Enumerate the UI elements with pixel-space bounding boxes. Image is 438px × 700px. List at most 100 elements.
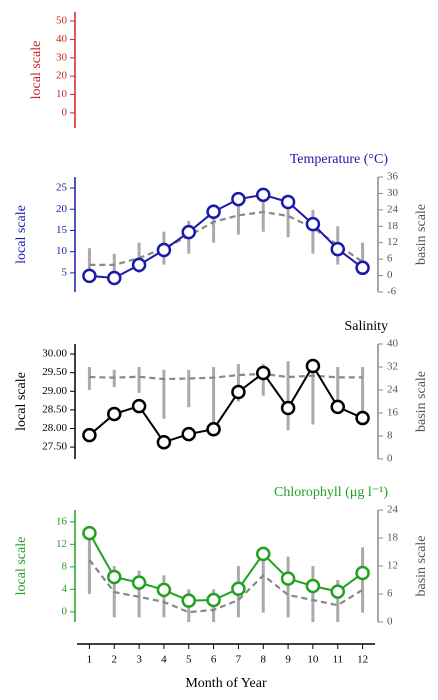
y-tick-label: 28.50	[42, 403, 67, 415]
y-tick-label: 20	[56, 203, 68, 215]
point	[107, 569, 122, 585]
y-tick-label: 10	[56, 245, 68, 257]
x-tick-label: 8	[261, 654, 267, 666]
point	[231, 384, 246, 400]
y2-tick-label: 12	[387, 560, 398, 572]
point	[231, 191, 246, 207]
point	[280, 194, 296, 210]
y-tick-label: 10	[56, 88, 68, 100]
y-axis-label: local scale	[29, 41, 44, 100]
y2-tick-label: 36	[387, 171, 399, 183]
y-tick-label: 12	[56, 538, 67, 550]
y2-axis-label: basin scale	[414, 371, 429, 432]
y2-tick-label: 18	[387, 220, 399, 232]
point	[156, 435, 172, 450]
y-axis-label: local scale	[14, 205, 29, 264]
basin-line	[89, 210, 364, 266]
local-line	[89, 193, 364, 280]
x-tick-label: 6	[211, 654, 217, 666]
y-tick-label: 50	[56, 15, 68, 27]
x-tick-label: 10	[307, 654, 319, 666]
basin-line	[89, 372, 363, 381]
y-axis-label: local scale	[14, 537, 29, 596]
point	[156, 582, 172, 598]
x-tick-label: 3	[136, 654, 142, 666]
point	[280, 571, 296, 586]
point	[206, 421, 221, 437]
point	[330, 584, 345, 599]
point	[330, 399, 345, 415]
y2-axis-label: basin scale	[414, 204, 429, 265]
y-tick-label: 8	[62, 560, 68, 572]
point	[206, 204, 221, 220]
point	[82, 427, 97, 443]
point	[305, 358, 321, 374]
point	[156, 242, 172, 258]
point	[181, 593, 196, 608]
panel-title: Salinity	[344, 319, 388, 334]
panel-title: Temperature (°C)	[290, 152, 389, 167]
point	[181, 426, 196, 442]
y-tick-label: 25	[56, 182, 68, 194]
point	[82, 268, 97, 284]
y-tick-label: 0	[62, 106, 68, 118]
point	[355, 260, 370, 276]
point	[231, 581, 246, 597]
y-tick-label: 27.50	[42, 441, 67, 453]
y2-tick-label: -6	[387, 286, 397, 298]
point	[107, 406, 122, 422]
local-line	[88, 532, 364, 602]
y-tick-label: 30	[56, 51, 68, 63]
y2-tick-label: 30	[387, 187, 399, 199]
y2-tick-label: 0	[387, 453, 393, 465]
y2-tick-label: 24	[387, 504, 399, 516]
y-axis-label: local scale	[14, 372, 29, 431]
y2-tick-label: 24	[387, 203, 399, 215]
x-tick-label: 4	[161, 654, 167, 666]
y-tick-label: 5	[62, 266, 68, 278]
point	[256, 365, 271, 381]
y-tick-label: 15	[56, 224, 68, 236]
x-tick-label: 11	[332, 654, 343, 666]
y2-tick-label: 0	[387, 269, 393, 281]
point	[131, 257, 147, 273]
y2-tick-label: 16	[387, 407, 399, 419]
x-tick-label: 9	[285, 654, 291, 666]
y-tick-label: 29.00	[42, 385, 67, 397]
y-tick-label: 4	[62, 583, 68, 595]
point	[355, 565, 370, 581]
point	[256, 546, 271, 562]
y-tick-label: 20	[56, 70, 68, 82]
point	[280, 400, 296, 416]
y-tick-label: 0	[62, 605, 68, 617]
y2-tick-label: 6	[387, 253, 393, 265]
y2-tick-label: 24	[387, 384, 399, 396]
y2-tick-label: 8	[387, 430, 393, 442]
x-tick-label: 1	[87, 654, 93, 666]
point	[206, 592, 221, 608]
point	[330, 241, 345, 257]
point	[256, 187, 271, 203]
x-axis-label: Month of Year	[185, 676, 267, 691]
y2-tick-label: 12	[387, 236, 398, 248]
x-tick-label: 7	[236, 654, 242, 666]
y-tick-label: 30.00	[42, 348, 67, 360]
y2-tick-label: 32	[387, 361, 398, 373]
point	[305, 578, 321, 594]
y2-tick-label: 0	[387, 616, 393, 628]
panel-title: Chlorophyll (μg l⁻¹)	[274, 485, 388, 500]
y-tick-label: 16	[56, 515, 68, 527]
point	[131, 575, 147, 590]
y2-tick-label: 18	[387, 532, 399, 544]
basin-line	[88, 559, 364, 614]
y-tick-label: 28.00	[42, 422, 67, 434]
point	[107, 270, 122, 286]
x-tick-label: 12	[357, 654, 368, 666]
point	[181, 224, 196, 240]
point	[131, 398, 147, 414]
point	[355, 410, 370, 426]
point	[82, 525, 97, 541]
y2-tick-label: 6	[387, 588, 393, 600]
y2-tick-label: 40	[387, 338, 399, 350]
